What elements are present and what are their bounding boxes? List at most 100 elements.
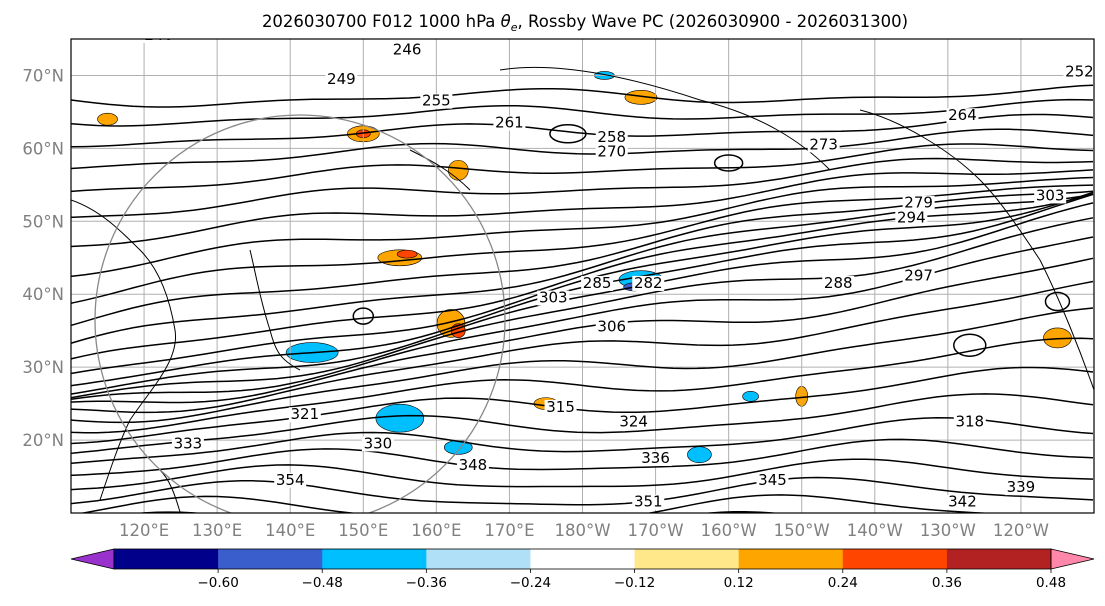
- map-area: 246 246 249 252 255 258 261 264 270 273 279 282 285 2…: [70, 26, 1095, 514]
- contour-label: 285: [583, 274, 612, 292]
- contour-label-bg: [493, 115, 526, 131]
- contour-label-bg: [581, 275, 614, 291]
- theta-e-contour: [71, 366, 1094, 445]
- contour-label: 255: [422, 92, 451, 110]
- colorbar-segment: [530, 549, 636, 569]
- anomaly-blob: [375, 403, 425, 433]
- contour-label-bg: [595, 130, 628, 146]
- title-main: 2026030700 F012 1000 hPa: [262, 12, 495, 31]
- latitude-label: 20°N: [22, 431, 64, 450]
- contour-label: 246: [144, 26, 173, 44]
- theta-e-contour: [71, 337, 1094, 434]
- closed-contour: [1044, 291, 1071, 312]
- theta-e-contour: [71, 157, 1094, 219]
- title-theta: θ: [501, 12, 511, 31]
- contour-label: 294: [897, 208, 926, 226]
- anomaly-blob: [742, 391, 759, 402]
- closed-contour: [352, 307, 375, 325]
- anomaly-blob: [687, 446, 712, 463]
- colorbar-high-extend: [1050, 548, 1095, 570]
- longitude-label: 120°W: [993, 521, 1049, 540]
- contour-label: 282: [634, 274, 663, 292]
- contour-label: 261: [495, 114, 524, 132]
- colorbar-tick-label: −0.12: [614, 575, 655, 591]
- colorbar: −0.60 −0.48 −0.36 −0.24 −0.12 0.12 0.24 0.36 0.4…: [70, 548, 1095, 591]
- title-rest: , Rossby Wave PC (2026030900 - 202603130…: [518, 12, 909, 31]
- colorbar-segment: [426, 549, 531, 569]
- theta-e-contour: [71, 280, 1094, 414]
- contour-label: 279: [904, 194, 933, 212]
- theta-e-contour: [71, 307, 1094, 424]
- closed-contour: [549, 124, 587, 144]
- contour-label: 252: [1065, 62, 1094, 80]
- contour-label: 345: [758, 471, 787, 489]
- contour-label-bg: [595, 144, 628, 160]
- theta-e-contour: [71, 217, 1094, 399]
- contour-label-bg: [953, 414, 986, 430]
- colorbar-tick-label: −0.36: [406, 575, 447, 591]
- title-theta-sub: e: [511, 21, 518, 34]
- longitude-label: 130°E: [192, 521, 242, 540]
- colorbar-segment: [218, 549, 323, 569]
- coastline: [499, 66, 831, 171]
- contour-label: 333: [174, 434, 203, 452]
- colorbar-low-extend: [70, 548, 115, 570]
- theta-e-contour: [71, 169, 1094, 248]
- colorbar-segment: [114, 549, 219, 569]
- map-frame: [70, 38, 1095, 514]
- coastline: [409, 149, 471, 191]
- theta-e-contour: [71, 143, 1094, 193]
- longitude-label: 180°W: [554, 521, 610, 540]
- colorbar-tick-label: −0.60: [197, 575, 238, 591]
- colorbar-tick-label: −0.24: [510, 575, 551, 591]
- longitude-label: 150°W: [774, 521, 830, 540]
- closed-contour: [713, 154, 744, 172]
- colorbar-segment: [946, 549, 1052, 569]
- theta-e-contour: [78, 494, 992, 513]
- colorbar-segment: [634, 549, 740, 569]
- contour-label: 258: [597, 128, 626, 146]
- contour-label-bg: [1063, 64, 1094, 80]
- contour-label: 306: [597, 318, 626, 336]
- theta-e-contour: [71, 393, 1094, 455]
- longitude-label: 170°W: [628, 521, 684, 540]
- latitude-label: 70°N: [22, 66, 64, 85]
- theta-e-contour: [71, 98, 1094, 127]
- contour-label: 288: [824, 274, 853, 292]
- anomaly-blob: [447, 159, 469, 181]
- contour-label-bg: [902, 268, 935, 284]
- contour-label-bg: [544, 399, 577, 415]
- coastline: [249, 249, 301, 371]
- anomaly-blob: [97, 112, 118, 126]
- contour-label-bg: [822, 275, 855, 291]
- contour-label-bg: [595, 319, 628, 335]
- contour-label-bg: [1034, 188, 1067, 204]
- colorbar-segment: [842, 549, 948, 569]
- reference-circle: [94, 114, 506, 513]
- latitude-axis: 70°N 60°N 50°N 40°N 30°N 20°N: [22, 66, 64, 450]
- colorbar-tick-label: −0.48: [302, 575, 343, 591]
- contour-label-bg: [171, 436, 204, 452]
- longitude-label: 150°E: [338, 521, 388, 540]
- latitude-label: 30°N: [22, 358, 64, 377]
- contour-label: 303: [1036, 186, 1065, 204]
- contour-label: 264: [948, 106, 977, 124]
- longitude-axis: 120°E 130°E 140°E 150°E 160°E 170°E 180°W 170°W…: [119, 521, 1049, 540]
- anomaly-blob: [624, 90, 658, 105]
- latitude-label: 40°N: [22, 285, 64, 304]
- theta-e-contour: [71, 257, 1094, 404]
- theta-e-contours: [71, 84, 1094, 513]
- longitude-label: 120°E: [119, 521, 169, 540]
- contour-label: 330: [364, 434, 393, 452]
- contour-label: 354: [276, 471, 305, 489]
- longitude-label: 130°W: [920, 521, 976, 540]
- longitude-label: 170°E: [484, 521, 534, 540]
- colorbar-tick-label: 0.24: [828, 575, 858, 591]
- contour-label: 303: [539, 289, 568, 307]
- colorbar-segment: [738, 549, 844, 569]
- map-title: 2026030700 F012 1000 hPa θe, Rossby Wave…: [262, 12, 908, 34]
- contour-label: 348: [459, 456, 488, 474]
- theta-e-contour: [71, 438, 1094, 477]
- anomaly-blob: [396, 249, 418, 259]
